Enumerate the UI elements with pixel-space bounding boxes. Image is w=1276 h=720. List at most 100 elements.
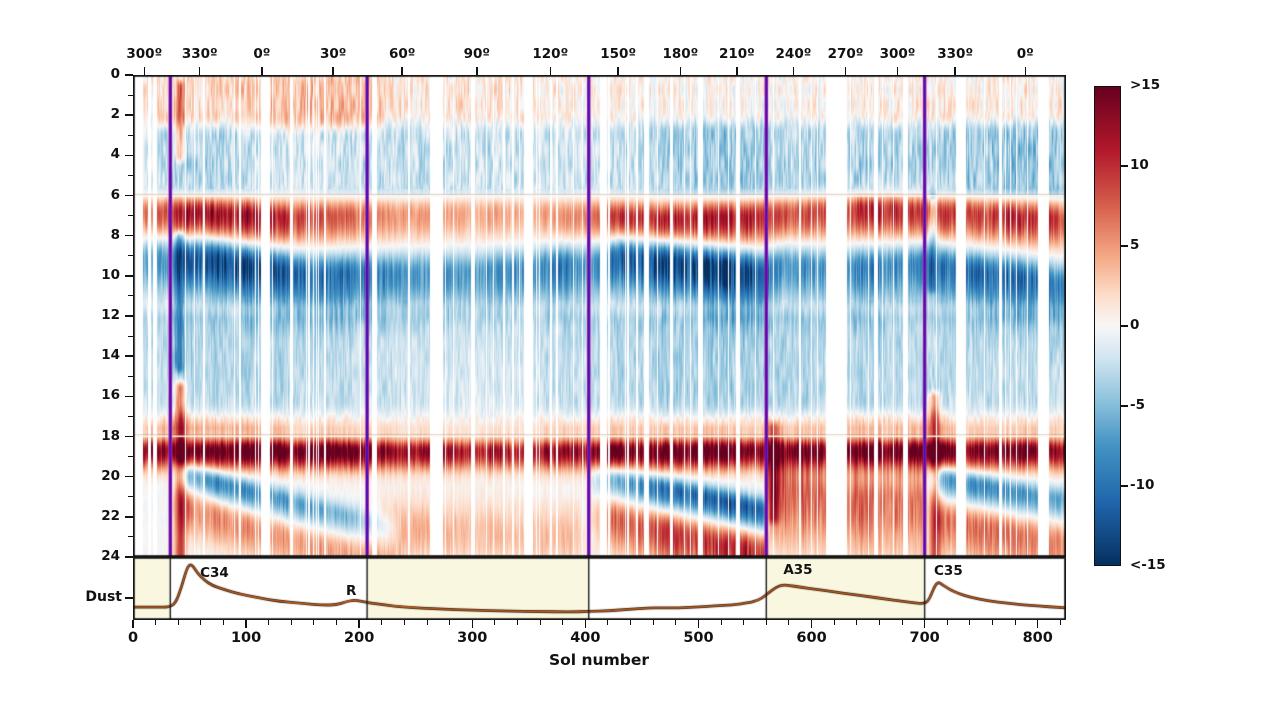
bottom-axis-minor-tick-mark <box>743 620 745 625</box>
left-axis-tick-label: 2 <box>110 106 120 123</box>
bottom-axis-minor-tick-mark <box>856 620 858 625</box>
left-axis-minor-tick-mark <box>128 174 133 176</box>
bottom-axis-tick-mark <box>245 620 247 628</box>
bottom-axis-minor-tick-mark <box>200 620 202 625</box>
colorbar-tick-label: -5 <box>1130 397 1145 413</box>
left-axis-minor-tick-mark <box>128 215 133 217</box>
bottom-axis-minor-tick-mark <box>268 620 270 625</box>
top-axis-tick-label: 30º <box>319 46 347 62</box>
colorbar-tick-label: 0 <box>1130 317 1140 333</box>
top-axis-tick-label: 180º <box>662 46 699 62</box>
left-axis-tick-mark <box>125 154 133 157</box>
top-axis-tick-label: 240º <box>775 46 812 62</box>
bottom-axis-minor-tick-mark <box>562 620 564 625</box>
bottom-axis-minor-tick-mark <box>969 620 971 625</box>
left-axis-tick-mark <box>125 275 133 277</box>
colorbar-tick-label: 5 <box>1130 237 1140 253</box>
bottom-axis-minor-tick-mark <box>403 620 405 625</box>
bottom-axis-tick-mark <box>697 620 700 628</box>
top-axis-tick-mark <box>736 67 738 75</box>
bottom-axis-minor-tick-mark <box>901 620 903 625</box>
top-axis-tick-mark <box>954 67 956 75</box>
top-axis-tick-label: 270º <box>827 46 864 62</box>
bottom-axis-minor-tick-mark <box>177 620 179 625</box>
bottom-axis-minor-tick-mark <box>991 620 993 625</box>
top-axis-tick-label: 0º <box>253 46 271 62</box>
left-axis-tick-mark <box>125 475 133 478</box>
bottom-axis-tick-mark <box>584 620 587 628</box>
top-axis-tick-mark <box>549 67 552 75</box>
bottom-axis-tick-label: 100 <box>230 630 262 646</box>
colorbar-tick-mark <box>1121 245 1128 247</box>
bottom-axis-minor-tick-mark <box>878 620 880 625</box>
left-axis-tick-label: 6 <box>110 186 120 203</box>
dust-axis-label: Dust <box>85 589 122 605</box>
top-axis-tick-label: 300º <box>879 46 916 62</box>
event-label-a35: A35 <box>783 562 813 578</box>
bottom-axis-tick-mark <box>358 620 360 628</box>
bottom-axis-minor-tick-mark <box>765 620 767 625</box>
bottom-axis-tick-mark <box>132 620 134 628</box>
left-axis-minor-tick-mark <box>128 295 133 297</box>
bottom-axis-minor-tick-mark <box>494 620 496 625</box>
top-axis-tick-label: 90º <box>463 46 490 62</box>
left-axis-minor-tick-mark <box>128 375 133 377</box>
colorbar-tick-mark <box>1121 325 1128 327</box>
colorbar-tick-mark <box>1121 165 1128 167</box>
left-axis-tick-mark <box>125 516 133 518</box>
left-axis-tick-mark <box>125 435 133 438</box>
colorbar-tick-label: <-15 <box>1130 557 1166 573</box>
bottom-axis-tick-label: 200 <box>344 630 375 646</box>
top-axis-tick-mark <box>1024 67 1027 75</box>
bottom-axis-tick-mark <box>923 620 926 628</box>
bottom-axis-tick-mark <box>471 620 474 628</box>
colorbar <box>1094 86 1121 566</box>
bottom-axis-tick-label: 500 <box>683 630 714 646</box>
colorbar-tick-label: >15 <box>1130 77 1161 93</box>
bottom-axis-minor-tick-mark <box>607 620 609 625</box>
bottom-axis-minor-tick-mark <box>675 620 677 625</box>
top-axis-tick-label: 0º <box>1016 46 1034 62</box>
left-axis-tick-mark <box>125 315 133 317</box>
left-axis-tick-label: 18 <box>101 427 120 444</box>
bottom-axis-tick-label: 700 <box>909 630 940 646</box>
colorbar-tick-label: 10 <box>1130 157 1149 173</box>
top-axis-tick-mark <box>261 67 263 75</box>
left-axis-tick-mark <box>125 355 133 357</box>
left-axis-tick-label: 22 <box>101 507 120 524</box>
event-label-r: R <box>346 583 357 599</box>
left-axis-minor-tick-mark <box>128 456 133 458</box>
bottom-axis-minor-tick-mark <box>426 620 428 625</box>
left-axis-tick-label: 10 <box>101 266 120 283</box>
top-axis-tick-mark <box>617 67 619 75</box>
top-axis-tick-label: 300º <box>126 46 163 62</box>
bottom-axis-tick-mark <box>810 620 813 628</box>
top-axis-tick-label: 330º <box>937 46 974 62</box>
event-label-c34: C34 <box>200 565 229 581</box>
left-axis-tick-mark <box>125 114 133 116</box>
left-axis-tick-label: 16 <box>101 387 120 404</box>
left-axis-minor-tick-mark <box>128 255 133 257</box>
colorbar-tick-mark <box>1121 405 1128 407</box>
left-axis-minor-tick-mark <box>128 335 133 337</box>
top-axis-tick-mark <box>198 67 201 75</box>
bottom-axis-minor-tick-mark <box>1059 620 1061 625</box>
bottom-axis-minor-tick-mark <box>155 620 157 625</box>
bottom-axis-minor-tick-mark <box>652 620 654 625</box>
bottom-axis-tick-label: 300 <box>457 630 488 646</box>
left-axis-minor-tick-mark <box>128 496 133 498</box>
top-axis-tick-label: 210º <box>718 46 755 62</box>
top-axis-tick-label: 60º <box>388 46 416 62</box>
bottom-axis-tick-label: 800 <box>1022 630 1053 646</box>
left-axis-tick-mark <box>125 74 133 76</box>
left-axis-tick-mark <box>125 395 133 398</box>
left-axis-tick-label: 14 <box>101 347 120 364</box>
top-axis-tick-mark <box>679 67 682 75</box>
bottom-axis-minor-tick-mark <box>381 620 383 625</box>
top-axis-tick-label: 150º <box>600 46 637 62</box>
event-label-c35: C35 <box>934 563 963 579</box>
colorbar-tick-mark <box>1121 485 1128 487</box>
bottom-axis-minor-tick-mark <box>788 620 790 625</box>
bottom-axis-minor-tick-mark <box>313 620 315 625</box>
